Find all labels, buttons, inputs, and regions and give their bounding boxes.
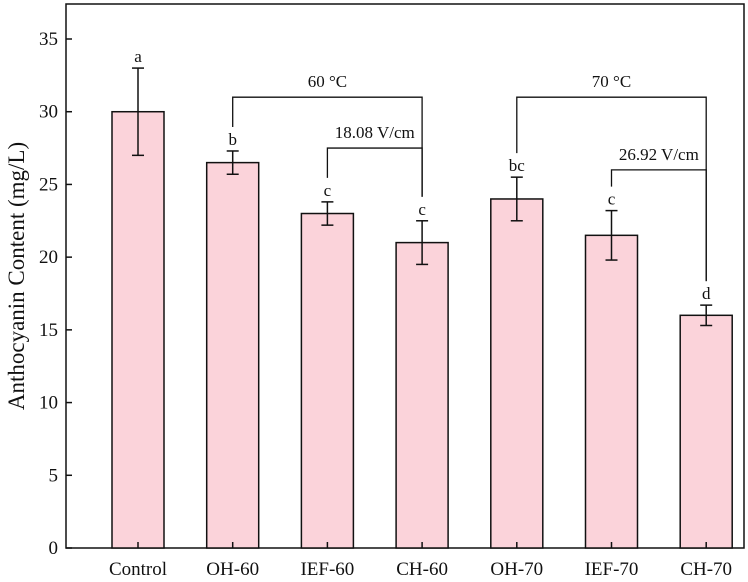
significance-letter: c bbox=[608, 190, 616, 209]
bar bbox=[111, 110, 165, 549]
bar bbox=[679, 314, 733, 549]
category-label: OH-60 bbox=[206, 559, 259, 580]
bracket-line bbox=[326, 147, 423, 197]
significance-letter: d bbox=[702, 284, 711, 303]
bar bbox=[584, 234, 639, 549]
bracket-label: 26.92 V/cm bbox=[619, 145, 699, 164]
bracket-label: 18.08 V/cm bbox=[335, 123, 415, 142]
bracket-line bbox=[232, 96, 423, 197]
y-axis-title: Anthocyanin Content (mg/L) bbox=[4, 142, 29, 410]
y-tick-label: 35 bbox=[39, 29, 58, 50]
significance-letter: c bbox=[418, 200, 426, 219]
category-label: OH-70 bbox=[490, 559, 543, 580]
bar bbox=[300, 212, 355, 549]
category-label: CH-60 bbox=[396, 559, 448, 580]
category-label: IEF-70 bbox=[585, 559, 639, 580]
y-tick-label: 30 bbox=[39, 102, 58, 123]
significance-letter: b bbox=[228, 130, 237, 149]
bracket-label: 70 °C bbox=[592, 72, 631, 91]
significance-letter: c bbox=[324, 181, 332, 200]
bracket-line bbox=[610, 169, 707, 282]
bar bbox=[205, 161, 260, 549]
bars bbox=[111, 110, 733, 549]
y-tick-label: 10 bbox=[39, 393, 58, 414]
bar bbox=[490, 198, 544, 549]
comparison-brackets: 60 °C 18.08 V/cm 70 °C 26.92 V/cm bbox=[232, 72, 707, 282]
category-label: IEF-60 bbox=[300, 559, 354, 580]
category-label: CH-70 bbox=[680, 559, 732, 580]
x-axis-labels: Control OH-60 IEF-60 CH-60 OH-70 IEF-70 CH-70 bbox=[109, 542, 732, 580]
category-label: Control bbox=[109, 559, 167, 580]
significance-letter: bc bbox=[509, 156, 526, 175]
error-bars bbox=[132, 67, 713, 327]
bar bbox=[395, 241, 449, 549]
significance-letter: a bbox=[134, 47, 142, 66]
y-tick-label: 25 bbox=[39, 174, 58, 195]
y-tick-label: 5 bbox=[49, 465, 59, 486]
y-axis-ticks: 0 5 10 15 20 25 30 35 bbox=[39, 29, 72, 559]
bracket-label: 60 °C bbox=[308, 72, 347, 91]
y-tick-label: 0 bbox=[49, 538, 59, 559]
y-tick-label: 15 bbox=[39, 320, 58, 341]
y-tick-label: 20 bbox=[39, 247, 58, 268]
